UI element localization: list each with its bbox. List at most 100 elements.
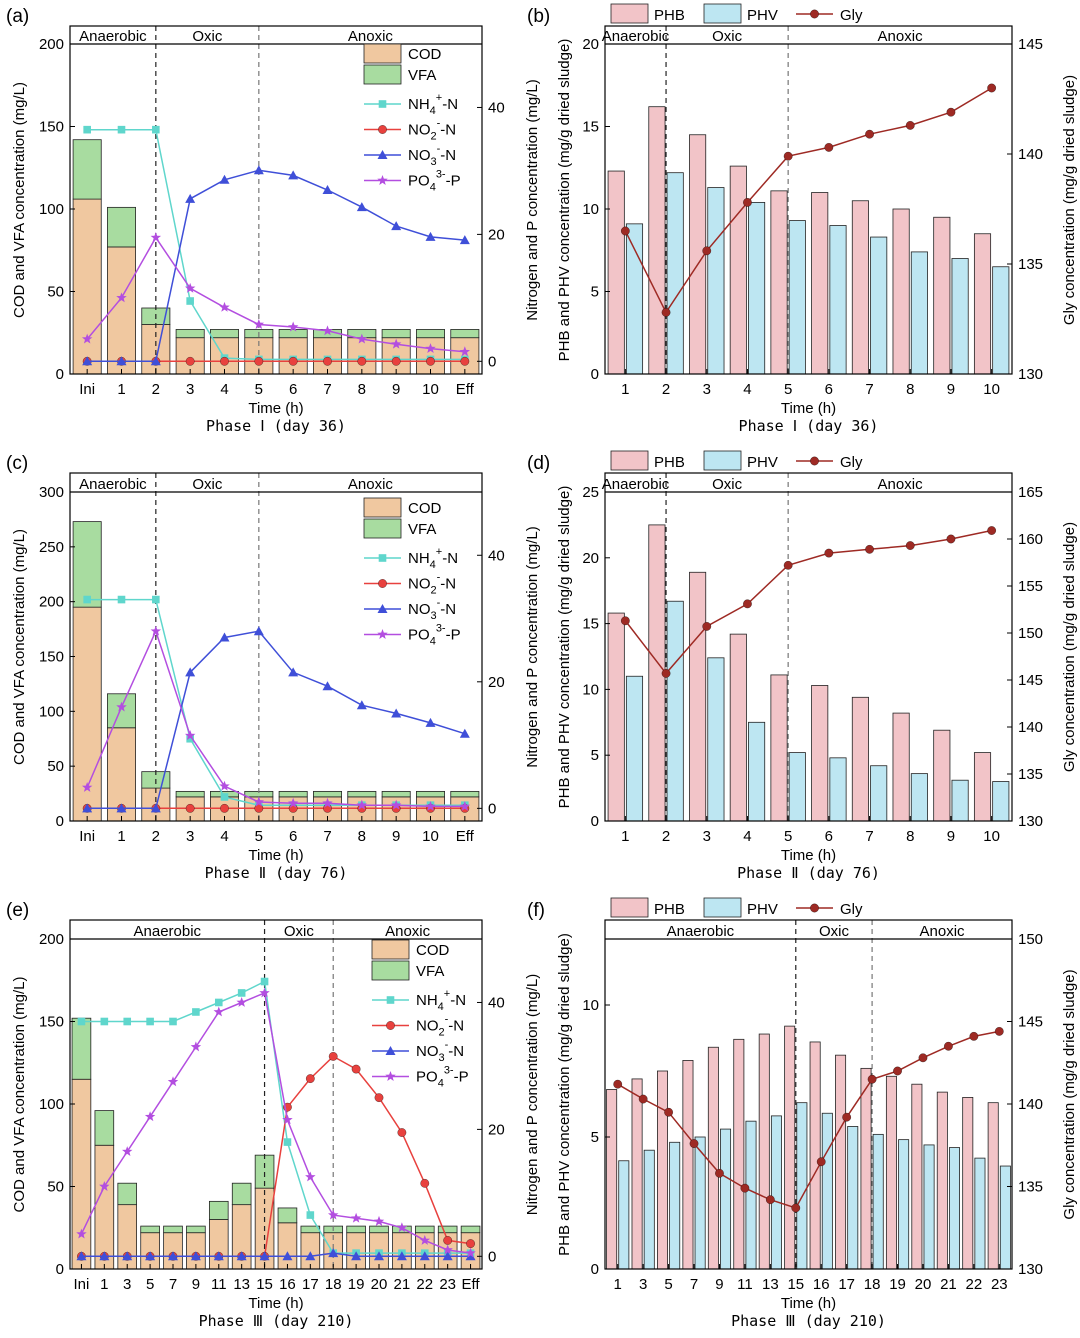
phv-bar <box>625 675 644 822</box>
series-point-2 <box>442 1251 453 1261</box>
series-point-3 <box>322 325 333 336</box>
legend-part-legend_main: NO <box>416 1018 439 1035</box>
legend-marker-2 <box>385 1046 396 1055</box>
phv-bar <box>951 258 969 375</box>
series-point-3 <box>81 781 93 792</box>
series-point-0 <box>944 1041 953 1051</box>
series-point-0 <box>842 1112 852 1122</box>
series-point-2 <box>116 803 127 813</box>
series-point-0 <box>83 595 91 604</box>
series-point-0 <box>664 1107 673 1117</box>
x-tick-label: 17 <box>838 1276 855 1293</box>
y-tick-label: 50 <box>47 1179 64 1196</box>
y2-axis-title: Gly concentration (mg/g dried sludge) <box>1061 969 1078 1219</box>
vfa-bar <box>381 790 411 798</box>
phb-bar <box>811 685 829 822</box>
legend-part-legend_sup: - <box>437 143 441 155</box>
legend-part-legend_sup: - <box>445 1039 449 1051</box>
phb-bar <box>729 633 747 822</box>
vfa-bar <box>381 329 411 339</box>
x-tick-label: 13 <box>762 1276 779 1293</box>
phb-bar <box>733 1038 745 1270</box>
phv-bar <box>745 1120 757 1270</box>
vfa-bar <box>72 521 102 608</box>
x-tick-label: 5 <box>664 1276 672 1293</box>
legend-part-legend_sup: - <box>445 1014 449 1026</box>
series-point-3 <box>390 338 402 349</box>
x-tick-label: 23 <box>439 1276 456 1293</box>
series-point-3 <box>356 333 368 344</box>
legend-part-legend_main: NO <box>408 147 431 164</box>
series-point-0 <box>100 1017 109 1026</box>
x-tick-label: 1 <box>614 1276 622 1293</box>
series-point-0 <box>214 998 223 1007</box>
legend-marker-3 <box>377 629 388 639</box>
x-tick-label: 8 <box>358 381 366 398</box>
x-tick-label: 3 <box>186 381 194 398</box>
x-tick-label: 10 <box>983 381 1000 398</box>
phv-bar <box>720 1128 732 1270</box>
x-tick-label: 10 <box>422 381 439 398</box>
x-tick-label: 1 <box>100 1276 108 1293</box>
series-point-0 <box>306 1211 315 1219</box>
y-tick-label: 150 <box>39 1014 64 1031</box>
x-tick-label: 3 <box>703 381 711 398</box>
series-point-2 <box>150 356 161 366</box>
x-tick-label: 20 <box>371 1276 388 1293</box>
series-point-0 <box>946 107 956 117</box>
x-tick-label: 4 <box>220 381 228 398</box>
series-line-3 <box>80 991 471 1254</box>
series-point-0 <box>743 198 752 207</box>
panel-4: (e) Anaerobic Oxic Anoxic 0 50 100 150 200 0 20 40 I… <box>6 900 541 1330</box>
phv-bar <box>625 223 644 375</box>
series-point-3 <box>305 1171 316 1182</box>
phv-bar <box>872 1133 884 1270</box>
legend-part-legend_sub: 3 <box>431 610 437 622</box>
x-tick-label: 22 <box>416 1276 433 1293</box>
series-point-2 <box>213 1251 224 1261</box>
series-point-2 <box>190 1251 201 1261</box>
phv-bar <box>694 1136 706 1270</box>
x-tick-label: 21 <box>394 1276 411 1293</box>
phv-bar <box>796 1102 808 1270</box>
y-axis-title: PHB and PHV concentration (mg/g dried sl… <box>556 39 573 362</box>
vfa-bar <box>450 790 480 798</box>
legend-part-legend_sup: - <box>437 572 441 584</box>
series-point-0 <box>743 599 752 609</box>
panel-label: (c) <box>6 453 28 474</box>
panel-2: (c)Anaerobic Oxic Anoxic050100150200250300… <box>6 453 541 882</box>
series-point-3 <box>287 321 299 332</box>
legend-label-phb: PHB <box>654 7 685 24</box>
region-label-anoxic: Anoxic <box>878 28 924 45</box>
phb-bar <box>811 192 829 375</box>
y2-tick-label: 40 <box>488 994 505 1011</box>
series-point-2 <box>305 1251 316 1261</box>
phb-bar <box>892 208 910 375</box>
y2-axis-title: Nitrogen and P concentration (mg/L) <box>524 79 541 321</box>
y2-tick-label: 140 <box>1018 719 1043 736</box>
phv-bar <box>770 1115 782 1270</box>
series-point-3 <box>253 796 265 807</box>
legend-label-gly: Gly <box>840 901 863 918</box>
x-tick-label: 1 <box>117 828 125 845</box>
x-tick-label: 19 <box>889 1276 906 1293</box>
x-tick-label: Ini <box>74 1276 90 1293</box>
series-point-0 <box>702 246 712 256</box>
legend-swatch-phb <box>610 450 649 471</box>
series-point-2 <box>322 681 333 691</box>
y2-tick-label: 135 <box>1018 1179 1043 1196</box>
series-point-0 <box>783 151 793 161</box>
series-point-0 <box>638 1094 648 1104</box>
series-point-3 <box>373 1215 385 1226</box>
phb-bar <box>851 200 869 375</box>
y2-tick-label: 145 <box>1018 1014 1043 1031</box>
plot-frame <box>604 919 1013 1270</box>
series-point-1 <box>357 356 367 366</box>
region-label-anoxic: Anoxic <box>920 923 966 940</box>
series-point-0 <box>620 616 630 626</box>
legend-part-legend_sub: 4 <box>430 182 436 194</box>
legend-part-legend_rest: -P <box>446 627 461 644</box>
legend-swatch-phb <box>610 897 649 918</box>
series-point-3 <box>167 1076 179 1087</box>
